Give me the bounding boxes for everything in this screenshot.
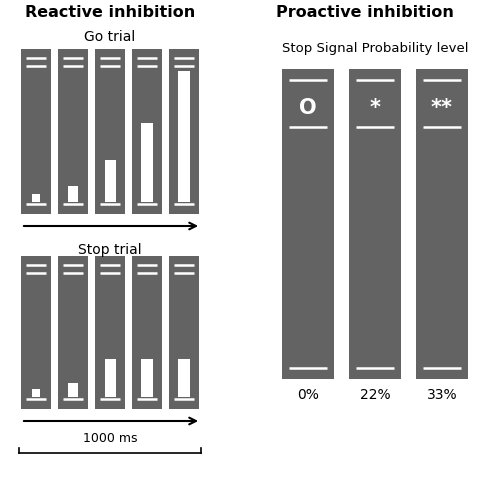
Bar [169, 257, 199, 409]
Text: **: ** [431, 98, 453, 118]
Bar [21, 50, 51, 214]
Text: Proactive inhibition: Proactive inhibition [276, 5, 454, 20]
Bar [58, 257, 88, 409]
Bar [141, 124, 153, 203]
Text: 22%: 22% [360, 387, 390, 401]
Bar [32, 389, 40, 397]
Bar [349, 70, 401, 379]
Text: Stop Signal Probability level: Stop Signal Probability level [282, 42, 468, 55]
Bar [32, 195, 40, 203]
Bar [68, 383, 78, 397]
Text: O: O [299, 98, 317, 118]
Bar [104, 359, 116, 397]
Bar [68, 187, 78, 203]
Bar [104, 161, 116, 203]
Text: 33%: 33% [426, 387, 458, 401]
Bar [95, 257, 125, 409]
Text: Stop trial: Stop trial [78, 242, 142, 257]
Bar [141, 359, 153, 397]
Bar [169, 50, 199, 214]
Bar [178, 359, 190, 397]
Bar [132, 50, 162, 214]
Bar [132, 257, 162, 409]
Bar [178, 72, 190, 203]
Text: Go trial: Go trial [84, 30, 136, 44]
Bar [21, 257, 51, 409]
Bar [58, 50, 88, 214]
Bar [282, 70, 334, 379]
Text: 1000 ms: 1000 ms [83, 431, 137, 444]
Bar [416, 70, 468, 379]
Text: 0%: 0% [297, 387, 319, 401]
Bar [95, 50, 125, 214]
Text: *: * [370, 98, 380, 118]
Text: Reactive inhibition: Reactive inhibition [25, 5, 195, 20]
